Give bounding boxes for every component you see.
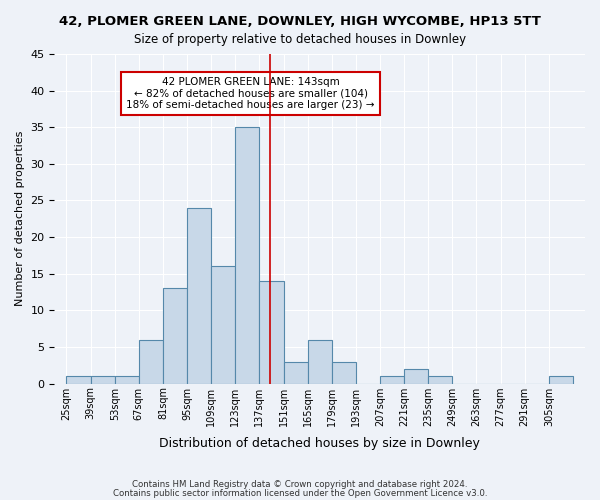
Text: Size of property relative to detached houses in Downley: Size of property relative to detached ho… — [134, 32, 466, 46]
Bar — [549, 376, 573, 384]
Bar — [380, 376, 404, 384]
Bar — [235, 127, 259, 384]
Text: Contains HM Land Registry data © Crown copyright and database right 2024.: Contains HM Land Registry data © Crown c… — [132, 480, 468, 489]
Bar — [404, 369, 428, 384]
Bar — [308, 340, 332, 384]
Bar — [115, 376, 139, 384]
Bar — [332, 362, 356, 384]
X-axis label: Distribution of detached houses by size in Downley: Distribution of detached houses by size … — [159, 437, 480, 450]
Bar — [259, 281, 284, 384]
Text: 42, PLOMER GREEN LANE, DOWNLEY, HIGH WYCOMBE, HP13 5TT: 42, PLOMER GREEN LANE, DOWNLEY, HIGH WYC… — [59, 15, 541, 28]
Bar — [91, 376, 115, 384]
Bar — [187, 208, 211, 384]
Text: Contains public sector information licensed under the Open Government Licence v3: Contains public sector information licen… — [113, 488, 487, 498]
Bar — [67, 376, 91, 384]
Bar — [428, 376, 452, 384]
Bar — [211, 266, 235, 384]
Y-axis label: Number of detached properties: Number of detached properties — [15, 131, 25, 306]
Bar — [284, 362, 308, 384]
Bar — [139, 340, 163, 384]
Text: 42 PLOMER GREEN LANE: 143sqm
← 82% of detached houses are smaller (104)
18% of s: 42 PLOMER GREEN LANE: 143sqm ← 82% of de… — [127, 77, 375, 110]
Bar — [163, 288, 187, 384]
